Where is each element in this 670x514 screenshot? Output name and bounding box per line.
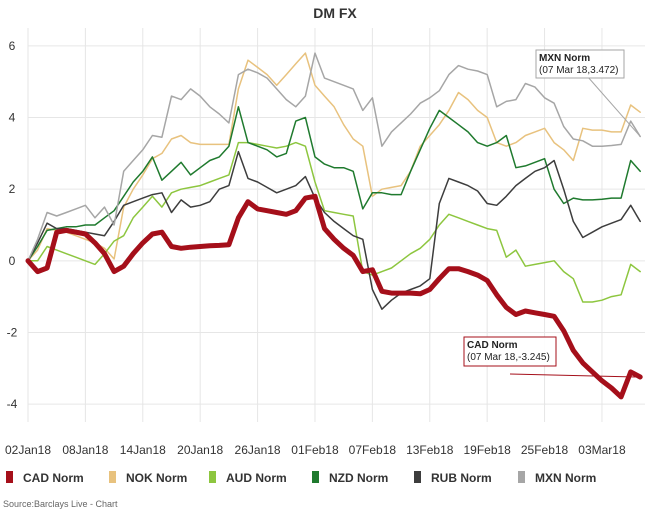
x-tick-label: 01Feb18 [291, 443, 339, 457]
y-tick-label: -4 [7, 397, 18, 411]
legend-item-nzd-norm[interactable]: NZD Norm [312, 471, 388, 485]
y-tick-label: 6 [9, 39, 16, 53]
x-tick-label: 14Jan18 [120, 443, 166, 457]
x-tick-label: 26Jan18 [235, 443, 281, 457]
legend-swatch [6, 471, 13, 483]
legend-label: AUD Norm [226, 471, 287, 485]
tooltip-connector [588, 77, 641, 137]
y-tick-label: 4 [9, 111, 16, 125]
x-tick-label: 02Jan18 [5, 443, 51, 457]
legend-label: RUB Norm [431, 471, 492, 485]
series-line-rub-norm [27, 150, 641, 310]
series-line-mxn-norm [27, 52, 641, 262]
source-note: Source:Barclays Live - Chart [3, 499, 118, 509]
x-tick-label: 13Feb18 [406, 443, 454, 457]
y-tick-label: -2 [7, 325, 18, 339]
tooltip-title: CAD Norm [467, 340, 518, 351]
legend-swatch [312, 471, 319, 483]
series-line-nzd-norm [27, 106, 641, 262]
legend-item-mxn-norm[interactable]: MXN Norm [518, 471, 596, 485]
y-tick-label: 0 [9, 254, 16, 268]
series-line-cad-norm [25, 193, 643, 400]
legend-label: NOK Norm [126, 471, 187, 485]
tooltip-box [535, 49, 625, 79]
series-line-aud-norm [27, 141, 641, 303]
tooltip-cad-norm: CAD Norm(07 Mar 18,-3.245) [463, 336, 641, 378]
legend-item-aud-norm[interactable]: AUD Norm [209, 471, 287, 485]
x-tick-label: 19Feb18 [463, 443, 511, 457]
tooltips: MXN Norm(07 Mar 18,3.472)CAD Norm(07 Mar… [463, 49, 641, 378]
legend-swatch [414, 471, 421, 483]
legend-swatch [209, 471, 216, 483]
legend[interactable]: CAD Norm NOK Norm AUD Norm NZD Norm RUB Norm… [6, 471, 596, 485]
legend-item-rub-norm[interactable]: RUB Norm [414, 471, 492, 485]
tooltip-mxn-norm: MXN Norm(07 Mar 18,3.472) [535, 49, 641, 137]
x-axis-ticks: 02Jan18 08Jan18 14Jan18 20Jan18 26Jan18 01Feb… [5, 443, 626, 457]
x-gridlines [27, 28, 603, 422]
legend-label: MXN Norm [535, 471, 596, 485]
chart-title: DM FX [313, 5, 357, 21]
legend-swatch [109, 471, 116, 483]
tooltip-box [463, 336, 557, 367]
x-tick-label: 08Jan18 [62, 443, 108, 457]
y-tick-label: 2 [9, 182, 16, 196]
tooltip-connector [509, 373, 641, 378]
series-lines [25, 52, 643, 400]
legend-item-cad-norm[interactable]: CAD Norm [6, 471, 84, 485]
x-tick-label: 03Mar18 [578, 443, 626, 457]
series-line-nok-norm [27, 52, 641, 262]
tooltip-title: MXN Norm [539, 53, 590, 64]
x-tick-label: 07Feb18 [349, 443, 397, 457]
y-axis-ticks: -4 -2 0 2 4 6 [7, 39, 18, 411]
legend-swatch [518, 471, 525, 483]
tooltip-value: (07 Mar 18,3.472) [539, 65, 619, 76]
legend-label: NZD Norm [329, 471, 388, 485]
legend-item-nok-norm[interactable]: NOK Norm [109, 471, 187, 485]
x-tick-label: 20Jan18 [177, 443, 223, 457]
x-tick-label: 25Feb18 [521, 443, 569, 457]
tooltip-value: (07 Mar 18,-3.245) [467, 352, 550, 363]
legend-label: CAD Norm [23, 471, 84, 485]
